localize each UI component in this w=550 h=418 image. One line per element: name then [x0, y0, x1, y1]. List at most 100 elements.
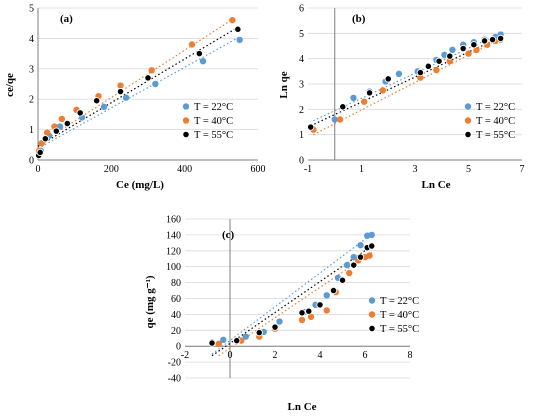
y-tick-label: 5: [29, 4, 34, 15]
data-point: [316, 301, 324, 309]
data-point: [307, 123, 315, 131]
y-tick-label: 60: [171, 294, 181, 305]
legend-marker: [368, 311, 376, 318]
panel-a: 0 1 2 3 4 5 0 200 400 600 (a) Ce (mg/L) ce/qe T =…: [4, 4, 266, 192]
data-point: [417, 74, 424, 81]
data-point: [93, 97, 101, 105]
data-point: [152, 80, 159, 88]
y-tick-label: 0: [176, 342, 181, 353]
panel-b-axes: [308, 8, 522, 161]
data-point: [365, 89, 374, 97]
data-point: [195, 49, 203, 58]
data-point: [122, 94, 130, 101]
data-point: [41, 135, 49, 143]
data-point: [379, 87, 387, 94]
x-tick-label: 0: [228, 350, 233, 361]
data-point: [276, 318, 283, 325]
x-tick-label: 6: [363, 350, 368, 361]
y-tick-label: 3: [299, 80, 304, 91]
data-point: [416, 68, 424, 77]
data-point: [271, 323, 279, 331]
y-tick-label: -40: [168, 374, 181, 385]
y-tick-label: 140: [166, 230, 181, 241]
data-point: [360, 98, 368, 105]
x-tick-label: 2: [273, 350, 278, 361]
y-tick-label: -20: [168, 358, 181, 369]
trendline: [37, 36, 240, 149]
data-point: [323, 307, 330, 314]
data-point: [234, 25, 242, 33]
y-tick-label: 40: [171, 310, 181, 321]
legend-marker: [368, 297, 376, 304]
y-tick-label: 2: [299, 105, 304, 116]
x-tick-label: 7: [520, 164, 525, 175]
y-tick-label: 3: [29, 64, 34, 75]
x-tick-label: 1: [359, 164, 364, 175]
panel-a-markers: [35, 16, 243, 160]
data-point: [199, 58, 207, 65]
data-point: [323, 292, 330, 299]
data-point: [298, 309, 306, 317]
data-point: [449, 46, 456, 53]
panel-b-trendlines: [310, 31, 504, 136]
panel-a-legend: T = 22°C T = 40°C T = 55°C: [182, 102, 233, 141]
y-tick-label: 80: [171, 278, 181, 289]
data-point: [441, 51, 448, 59]
data-point: [307, 313, 315, 320]
panel-a-xlabel: Ce (mg/L): [116, 179, 164, 191]
data-point: [116, 87, 125, 96]
y-tick-label: 1: [299, 130, 304, 141]
panel-b-markers: [307, 31, 505, 133]
panel-a-ticks: 0 1 2 3 4 5 0 200 400 600: [29, 4, 266, 176]
data-point: [52, 127, 60, 135]
data-point: [336, 116, 344, 123]
legend-label: T = 40°C: [380, 310, 419, 321]
data-point: [446, 52, 454, 60]
data-point: [357, 242, 364, 249]
data-point: [305, 307, 313, 315]
panel-c-legend: T = 22°C T = 40°C T = 55°C: [368, 296, 419, 335]
panel-c-title: (c): [222, 229, 235, 241]
panel-c-markers: [208, 231, 376, 348]
data-point: [338, 276, 347, 284]
data-point: [220, 336, 227, 344]
panel-c-xlabel: Ln Ce: [287, 401, 316, 413]
trendline: [218, 251, 373, 357]
data-point: [470, 41, 478, 49]
x-tick-label: 3: [413, 164, 418, 175]
y-tick-label: 2: [29, 95, 34, 106]
x-tick-label: 600: [251, 164, 266, 175]
data-point: [384, 75, 392, 83]
legend-label: T = 40°C: [476, 116, 515, 127]
trendline: [310, 35, 504, 127]
legend-marker: [182, 130, 190, 139]
data-point: [339, 103, 347, 111]
panel-a-axes: [37, 8, 258, 161]
data-point: [368, 242, 376, 250]
data-point: [144, 74, 152, 82]
y-tick-label: 100: [166, 262, 181, 273]
data-point: [215, 340, 222, 348]
data-point: [346, 269, 353, 277]
data-point: [368, 231, 375, 239]
legend-label: T = 40°C: [194, 116, 233, 127]
legend-label: T = 55°C: [476, 130, 515, 141]
legend-label: T = 55°C: [380, 324, 419, 335]
legend-marker: [464, 130, 472, 139]
data-point: [433, 66, 440, 74]
data-point: [424, 62, 433, 70]
data-point: [233, 336, 241, 345]
data-point: [117, 82, 124, 89]
trendline: [37, 16, 237, 146]
data-point: [331, 116, 338, 123]
data-point: [356, 253, 365, 261]
data-point: [188, 41, 196, 48]
data-point: [242, 333, 249, 340]
trendline: [211, 233, 373, 355]
trendline: [37, 25, 240, 147]
x-tick-label: 5: [466, 164, 471, 175]
panel-b-ylabel: Ln qe: [278, 71, 290, 98]
